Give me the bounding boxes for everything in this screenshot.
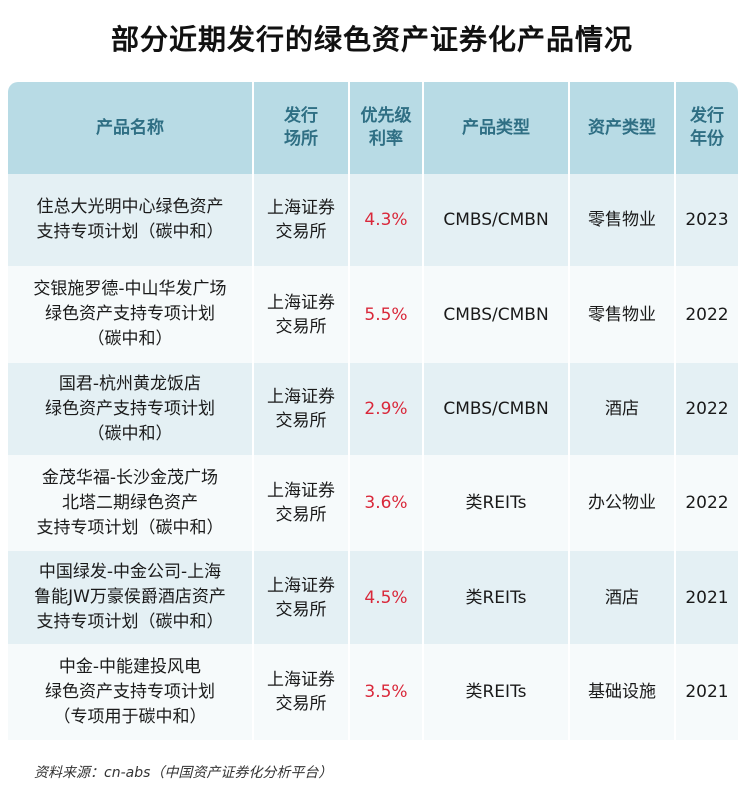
cell-year: 2023 xyxy=(676,174,738,266)
cell-venue: 上海证券 交易所 xyxy=(254,266,350,363)
cell-rate: 2.9% xyxy=(350,363,424,455)
cell-year: 2021 xyxy=(676,644,738,740)
header-asset-type: 资产类型 xyxy=(570,82,676,174)
cell-rate: 4.3% xyxy=(350,174,424,266)
cell-venue: 上海证券 交易所 xyxy=(254,363,350,455)
cell-asset-type: 办公物业 xyxy=(570,455,676,551)
table-row: 中国绿发-中金公司-上海 鲁能JW万豪侯爵酒店资产 支持专项计划（碳中和） 上海证券… xyxy=(8,551,738,644)
cell-product-name: 国君-杭州黄龙饭店 绿色资产支持专项计划 （碳中和） xyxy=(8,363,254,455)
cell-venue: 上海证券 交易所 xyxy=(254,455,350,551)
cell-year: 2022 xyxy=(676,363,738,455)
cell-product-type: 类REITs xyxy=(424,455,570,551)
table-row: 国君-杭州黄龙饭店 绿色资产支持专项计划 （碳中和） 上海证券 交易所 2.9% CM… xyxy=(8,363,738,455)
header-product-name: 产品名称 xyxy=(8,82,254,174)
cell-product-type: CMBS/CMBN xyxy=(424,363,570,455)
table-row: 中金-中能建投风电 绿色资产支持专项计划 （专项用于碳中和） 上海证券 交易所 3.5… xyxy=(8,644,738,740)
cell-year: 2021 xyxy=(676,551,738,644)
cell-product-type: 类REITs xyxy=(424,644,570,740)
cell-asset-type: 零售物业 xyxy=(570,174,676,266)
cell-rate: 3.6% xyxy=(350,455,424,551)
cell-product-name: 交银施罗德-中山华发广场 绿色资产支持专项计划 （碳中和） xyxy=(8,266,254,363)
source-note: 资料来源：cn-abs（中国资产证券化分析平台） xyxy=(34,765,333,781)
cell-product-name: 金茂华福-长沙金茂广场 北塔二期绿色资产 支持专项计划（碳中和） xyxy=(8,455,254,551)
cell-product-name: 住总大光明中心绿色资产 支持专项计划（碳中和） xyxy=(8,174,254,266)
table-row: 金茂华福-长沙金茂广场 北塔二期绿色资产 支持专项计划（碳中和） 上海证券 交易所 3… xyxy=(8,455,738,551)
page-title: 部分近期发行的绿色资产证券化产品情况 xyxy=(110,23,633,56)
cell-asset-type: 零售物业 xyxy=(570,266,676,363)
cell-product-name: 中金-中能建投风电 绿色资产支持专项计划 （专项用于碳中和） xyxy=(8,644,254,740)
header-product-type: 产品类型 xyxy=(424,82,570,174)
cell-asset-type: 酒店 xyxy=(570,551,676,644)
cell-rate: 5.5% xyxy=(350,266,424,363)
header-priority-rate: 优先级 利率 xyxy=(350,82,424,174)
cell-product-name: 中国绿发-中金公司-上海 鲁能JW万豪侯爵酒店资产 支持专项计划（碳中和） xyxy=(8,551,254,644)
cell-product-type: 类REITs xyxy=(424,551,570,644)
cell-venue: 上海证券 交易所 xyxy=(254,551,350,644)
cell-asset-type: 基础设施 xyxy=(570,644,676,740)
cell-year: 2022 xyxy=(676,455,738,551)
table-row: 住总大光明中心绿色资产 支持专项计划（碳中和） 上海证券 交易所 4.3% CMBS… xyxy=(8,174,738,266)
table-row: 交银施罗德-中山华发广场 绿色资产支持专项计划 （碳中和） 上海证券 交易所 5.5%… xyxy=(8,266,738,363)
cell-rate: 3.5% xyxy=(350,644,424,740)
cell-product-type: CMBS/CMBN xyxy=(424,174,570,266)
cell-venue: 上海证券 交易所 xyxy=(254,174,350,266)
cell-product-type: CMBS/CMBN xyxy=(424,266,570,363)
cell-asset-type: 酒店 xyxy=(570,363,676,455)
green-abs-table: 产品名称 发行 场所 优先级 利率 产品类型 资产类型 发行 年份 住总大光明中心绿色… xyxy=(8,82,738,740)
header-year: 发行 年份 xyxy=(676,82,738,174)
header-venue: 发行 场所 xyxy=(254,82,350,174)
cell-year: 2022 xyxy=(676,266,738,363)
cell-rate: 4.5% xyxy=(350,551,424,644)
table-header-row: 产品名称 发行 场所 优先级 利率 产品类型 资产类型 发行 年份 xyxy=(8,82,738,174)
cell-venue: 上海证券 交易所 xyxy=(254,644,350,740)
